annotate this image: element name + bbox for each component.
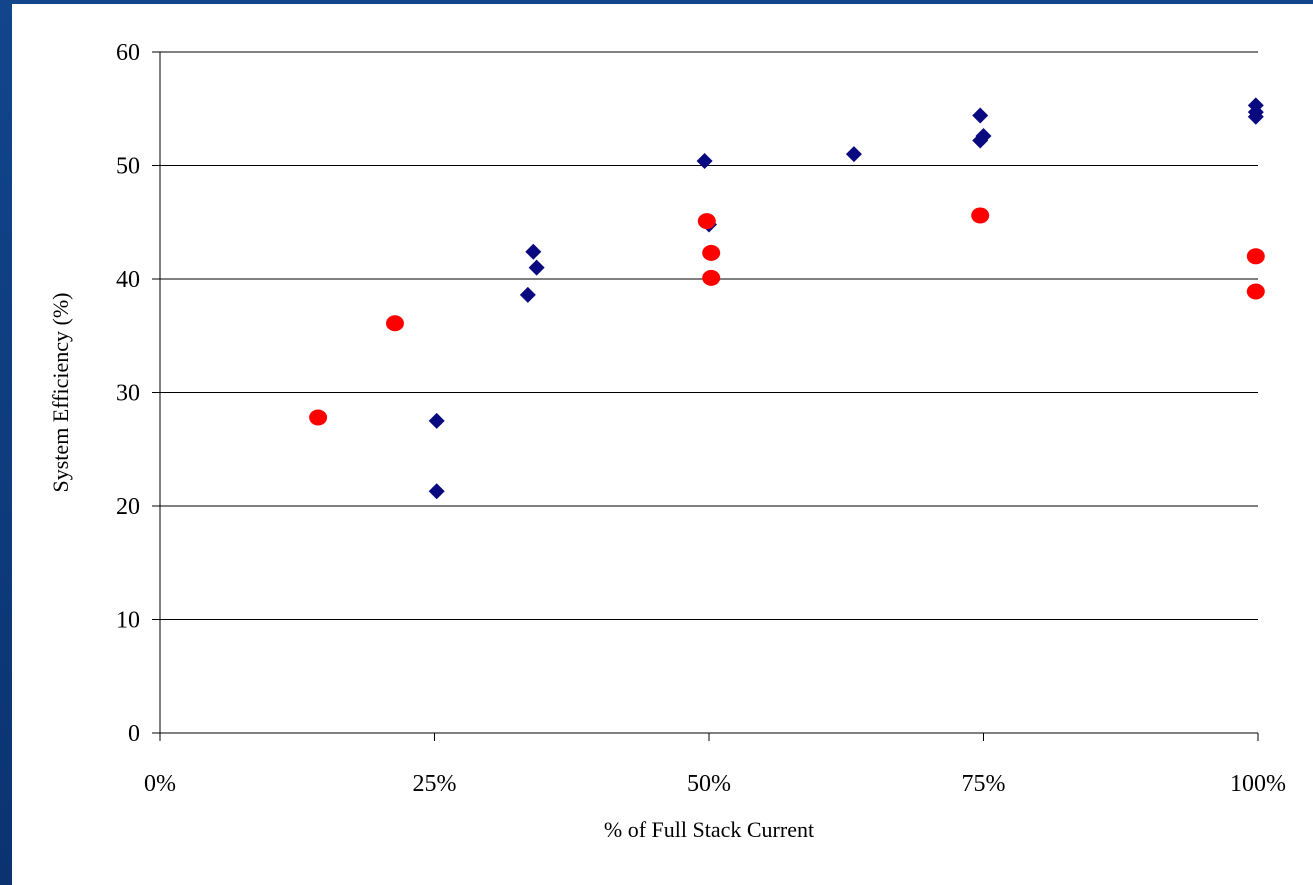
x-tick-label: 50% xyxy=(687,771,731,797)
y-tick-label: 40 xyxy=(116,267,140,293)
y-tick-label: 50 xyxy=(116,154,140,180)
y-tick-label: 60 xyxy=(116,40,140,66)
diamond-point xyxy=(696,152,713,169)
circle-point xyxy=(309,409,328,426)
circle-point xyxy=(1246,248,1265,265)
diamond-point xyxy=(525,243,542,260)
chart-panel: 0 10 20 30 40 50 60 0% 25% 50% 75% 100% % of Full … xyxy=(12,4,1313,885)
y-tick-label: 0 xyxy=(128,721,140,747)
axes xyxy=(152,51,1259,741)
diamond-point xyxy=(428,412,445,429)
circle-point xyxy=(385,315,404,332)
diamond-point xyxy=(1247,108,1264,125)
x-tick-labels: 0% 25% 50% 75% 100% xyxy=(144,771,1286,797)
circle-point xyxy=(702,244,721,261)
diamond-point xyxy=(428,483,445,500)
diamond-point xyxy=(519,286,536,303)
y-tick-labels: 0 10 20 30 40 50 60 xyxy=(116,40,140,747)
diamond-point xyxy=(975,127,992,144)
scatter-chart: 0 10 20 30 40 50 60 0% 25% 50% 75% 100% % of Full … xyxy=(48,40,1286,842)
diamond-point xyxy=(845,146,862,163)
y-tick-label: 10 xyxy=(116,608,140,634)
data-points xyxy=(309,97,1265,500)
circle-point xyxy=(1246,283,1265,300)
x-tick-label: 100% xyxy=(1230,771,1286,797)
x-tick-label: 0% xyxy=(144,771,176,797)
circle-point xyxy=(697,213,716,230)
x-tick-label: 25% xyxy=(413,771,457,797)
y-axis-title: System Efficiency (%) xyxy=(48,293,73,493)
y-tick-label: 30 xyxy=(116,381,140,407)
y-tick-label: 20 xyxy=(116,494,140,520)
x-tick-label: 75% xyxy=(962,771,1006,797)
diamond-point xyxy=(528,259,545,276)
circle-point xyxy=(702,269,721,286)
diamond-point xyxy=(972,107,989,124)
circle-point xyxy=(971,207,990,224)
gridlines xyxy=(160,51,1258,620)
x-axis-title: % of Full Stack Current xyxy=(604,817,814,842)
